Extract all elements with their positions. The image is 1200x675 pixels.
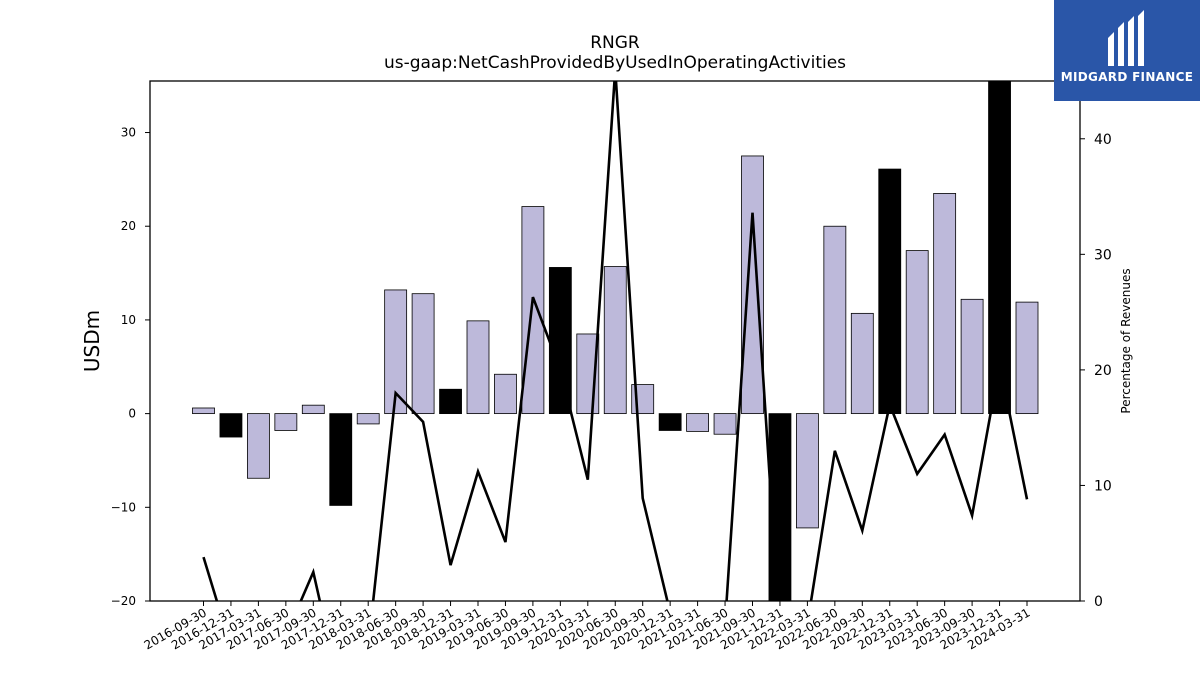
y-tick-label: 10: [121, 313, 136, 327]
y2-tick-label: 30: [1094, 247, 1112, 263]
chart-title: RNGR: [590, 33, 640, 53]
brand-logo: MIDGARD FINANCE: [1054, 0, 1200, 101]
bar: [494, 373, 517, 415]
y-tick-label: −20: [111, 594, 136, 608]
midgard-m-icon: [1108, 10, 1144, 66]
y2-axis-label: Percentage of Revenues: [1119, 268, 1133, 413]
y-axis-right: 0 10 20 30 40: [1080, 132, 1112, 610]
bar: [796, 413, 819, 529]
x-axis: 2016-09-302016-12-312017-03-312017-06-30…: [142, 601, 1033, 652]
bar: [905, 250, 929, 415]
bar: [246, 413, 270, 479]
bar: [548, 267, 572, 415]
brand-name: MIDGARD FINANCE: [1060, 70, 1194, 84]
chart-subtitle: us-gaap:NetCashProvidedByUsedInOperating…: [384, 53, 846, 73]
bar: [823, 225, 847, 415]
y-tick-label: 20: [121, 219, 136, 233]
bar: [878, 168, 902, 415]
bar: [466, 320, 490, 415]
bar: [1015, 301, 1039, 415]
y2-tick-label: 20: [1094, 363, 1112, 379]
bar: [384, 289, 408, 415]
bar: [274, 413, 298, 431]
bar: [741, 155, 764, 415]
bar: [658, 413, 682, 431]
bar: [219, 413, 243, 438]
bar: [439, 388, 462, 415]
bar-series: [192, 81, 1039, 601]
bar: [713, 413, 737, 435]
bar: [988, 81, 1011, 415]
y-axis-left: −20 −10 0 10 20 30: [111, 126, 150, 608]
bar: [603, 266, 627, 415]
bar: [933, 193, 957, 415]
line-series: [202, 81, 1029, 601]
bar: [301, 404, 325, 415]
y2-tick-label: 0: [1094, 594, 1103, 610]
y-tick-label: 0: [128, 407, 136, 421]
y2-tick-label: 10: [1094, 478, 1112, 494]
bar: [411, 293, 435, 415]
y2-tick-label: 40: [1094, 132, 1112, 148]
bar: [686, 413, 709, 432]
y-tick-label: 30: [121, 126, 136, 140]
bar: [192, 407, 215, 415]
bar: [356, 413, 380, 425]
line-path: [202, 81, 1029, 601]
bar: [850, 312, 874, 415]
y-tick-label: −10: [111, 500, 136, 514]
bar: [329, 413, 353, 506]
bar: [960, 298, 984, 415]
y-axis-label: USDm: [80, 310, 104, 372]
bar: [521, 206, 545, 415]
